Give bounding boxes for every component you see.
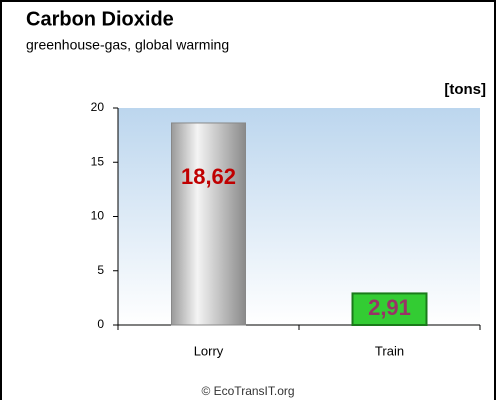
y-tick-label: 0 (97, 317, 104, 331)
data-label: 18,62 (181, 164, 236, 189)
y-tick-label: 15 (91, 154, 105, 168)
y-tick-label: 5 (97, 263, 104, 277)
y-tick-label: 20 (91, 100, 105, 114)
x-tick-label: Train (375, 343, 404, 358)
y-tick-label: 10 (91, 209, 105, 223)
unit-label: [tons] (444, 81, 486, 98)
x-tick-label: Lorry (194, 343, 224, 358)
chart-title: Carbon Dioxide (26, 8, 174, 30)
bar (351, 292, 428, 327)
footer: © EcoTransIT.org (201, 384, 294, 398)
data-label: 2,91 (368, 295, 411, 320)
chart-subtitle: greenhouse-gas, global warming (26, 37, 229, 53)
bar (171, 122, 246, 326)
